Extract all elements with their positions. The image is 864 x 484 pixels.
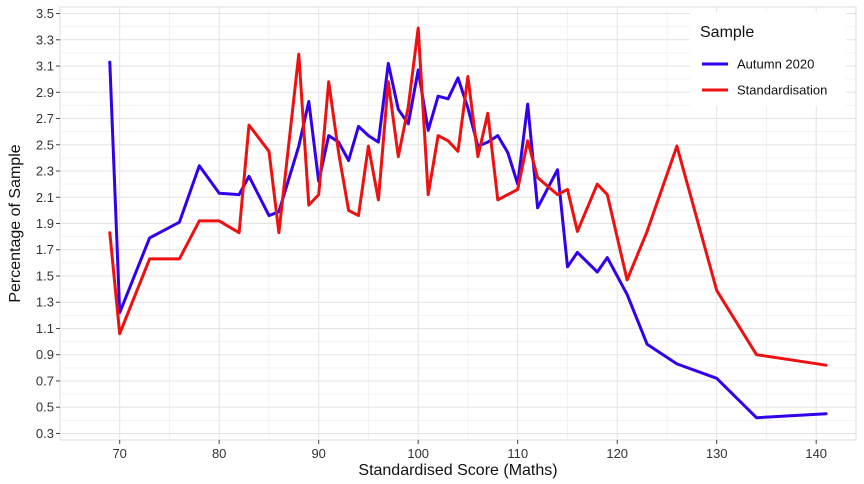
y-tick-label: 2.3 xyxy=(36,164,54,179)
legend-label: Autumn 2020 xyxy=(737,57,814,72)
axis-ticks: 70 80 90 100 110 120 130 140 0.3 0.5 0.7 0.9 1.1 1.3 1… xyxy=(36,6,827,461)
y-tick-label: 0.7 xyxy=(36,373,54,388)
x-tick-label: 110 xyxy=(507,446,528,461)
legend-title: Sample xyxy=(700,24,754,41)
y-tick-label: 1.3 xyxy=(36,295,54,310)
y-tick-label: 0.3 xyxy=(36,426,54,441)
y-tick-label: 2.1 xyxy=(36,190,54,205)
x-tick-label: 90 xyxy=(311,446,325,461)
y-tick-label: 1.7 xyxy=(36,242,54,257)
y-tick-label: 1.9 xyxy=(36,216,54,231)
legend-label: Standardisation xyxy=(737,83,827,98)
y-tick-label: 1.1 xyxy=(36,321,54,336)
x-tick-label: 100 xyxy=(407,446,429,461)
series-line-standardisation xyxy=(108,26,828,367)
series-lines xyxy=(108,26,828,420)
y-tick-label: 3.1 xyxy=(36,59,54,74)
x-tick-label: 130 xyxy=(706,446,728,461)
y-tick-label: 3.3 xyxy=(36,32,54,47)
legend: Sample Autumn 2020 Standardisation xyxy=(690,12,846,106)
y-axis-title: Percentage of Sample xyxy=(7,144,24,302)
y-tick-label: 2.9 xyxy=(36,85,54,100)
y-tick-label: 2.5 xyxy=(36,137,54,152)
x-tick-label: 120 xyxy=(606,446,628,461)
y-tick-label: 0.9 xyxy=(36,347,54,362)
x-tick-label: 140 xyxy=(805,446,827,461)
x-tick-label: 80 xyxy=(212,446,226,461)
y-tick-label: 1.5 xyxy=(36,268,54,283)
legend-items: Autumn 2020 Standardisation xyxy=(702,57,827,98)
x-axis-title: Standardised Score (Maths) xyxy=(358,462,557,479)
x-tick-label: 70 xyxy=(112,446,126,461)
y-tick-label: 3.5 xyxy=(36,6,54,21)
y-tick-label: 0.5 xyxy=(36,400,54,415)
y-tick-label: 2.7 xyxy=(36,111,54,126)
